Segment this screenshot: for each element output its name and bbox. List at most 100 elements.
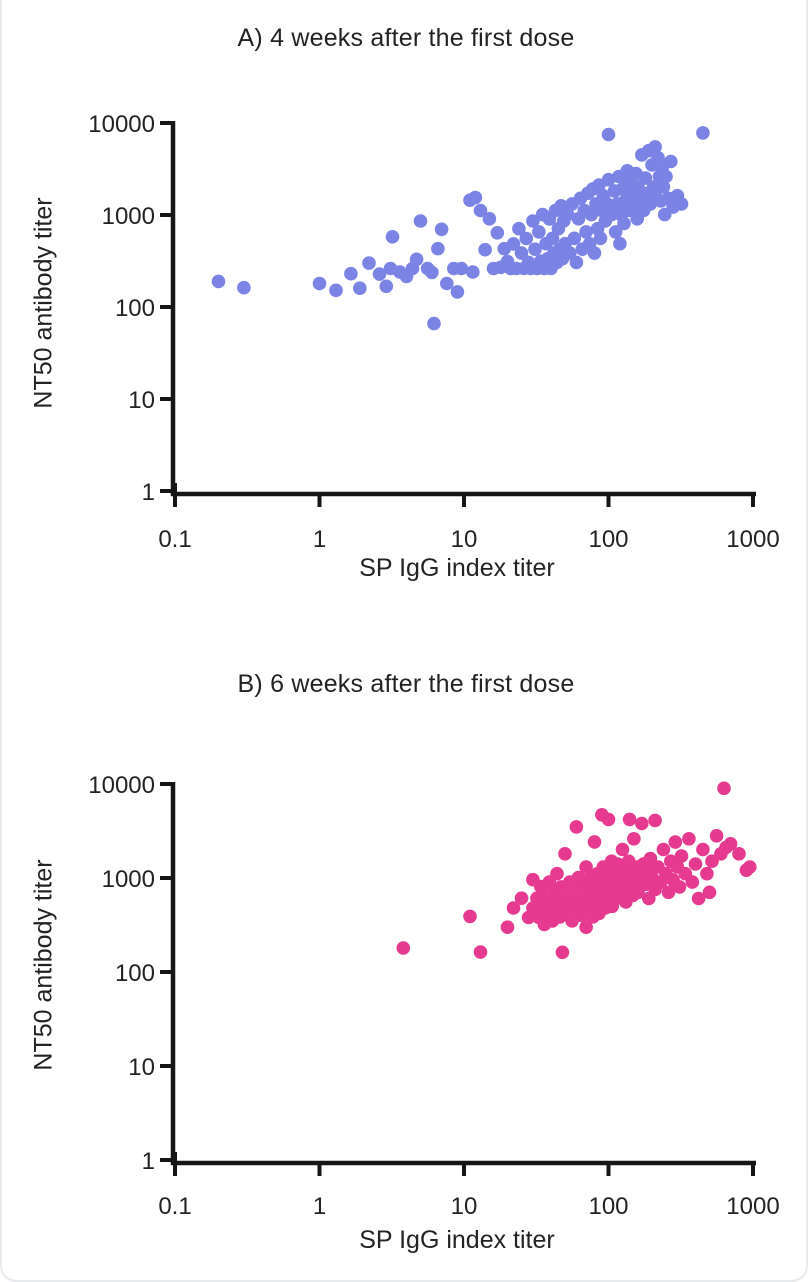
- data-point: [409, 252, 424, 267]
- data-point: [473, 945, 488, 959]
- data-point: [560, 207, 575, 222]
- data-point: [656, 180, 671, 194]
- data-point: [622, 812, 637, 827]
- data-point: [396, 941, 411, 955]
- data-point: [604, 207, 619, 222]
- data-point: [709, 829, 724, 843]
- data-point: [723, 837, 738, 851]
- data-point: [454, 261, 469, 276]
- y-tick-label: 100: [115, 960, 155, 987]
- data-point: [519, 231, 534, 246]
- data-point: [431, 241, 445, 256]
- data-point: [385, 230, 400, 244]
- data-point: [466, 265, 480, 279]
- y-tick-label: 10000: [88, 111, 155, 138]
- x-tick-label: 100: [588, 526, 628, 553]
- data-point: [593, 231, 608, 246]
- y-tick-label: 10: [128, 1054, 155, 1081]
- data-point: [379, 279, 394, 294]
- data-point: [732, 847, 746, 861]
- data-point: [329, 283, 343, 298]
- x-tick-label: 0.1: [158, 526, 191, 553]
- data-point: [638, 171, 653, 185]
- data-point: [668, 835, 683, 849]
- data-point: [717, 781, 731, 796]
- data-point: [615, 842, 630, 857]
- data-point: [705, 854, 719, 868]
- panel-b-title: B) 6 weeks after the first dose: [237, 670, 575, 698]
- x-tick-label: 10: [451, 1193, 478, 1220]
- data-point: [550, 866, 564, 881]
- data-point: [558, 847, 572, 861]
- data-point: [440, 276, 454, 291]
- data-point: [659, 169, 673, 184]
- data-point: [661, 885, 676, 900]
- data-point: [691, 891, 706, 906]
- data-point: [601, 127, 616, 142]
- data-point: [526, 214, 540, 228]
- data-point: [627, 832, 641, 846]
- data-point: [608, 225, 623, 239]
- x-tick-label: 1000: [726, 526, 779, 553]
- data-point: [656, 842, 671, 857]
- x-tick-label: 1000: [726, 1193, 779, 1220]
- y-tick-label: 1: [142, 479, 155, 506]
- data-point: [512, 221, 526, 236]
- data-point: [700, 866, 714, 881]
- data-point: [312, 276, 327, 291]
- y-tick-label: 1000: [102, 866, 155, 893]
- data-point: [425, 265, 439, 280]
- data-point: [646, 180, 661, 194]
- data-point: [674, 197, 689, 211]
- data-point: [569, 255, 584, 270]
- data-point: [514, 891, 529, 905]
- data-point: [579, 860, 593, 874]
- data-point: [211, 274, 226, 289]
- data-point: [237, 280, 251, 295]
- x-tick-label: 1: [313, 1193, 326, 1220]
- data-point: [478, 242, 492, 257]
- data-point: [587, 246, 602, 260]
- data-point: [482, 212, 497, 226]
- data-point: [584, 207, 599, 222]
- data-point: [567, 231, 582, 246]
- data-point: [682, 832, 696, 846]
- panel-a-x-axis-label: SP IgG index titer: [359, 554, 555, 582]
- data-point: [579, 225, 593, 239]
- data-point: [468, 190, 483, 205]
- data-point: [500, 920, 515, 934]
- x-tick-label: 100: [588, 1193, 628, 1220]
- data-point: [696, 842, 710, 857]
- data-point: [579, 920, 593, 934]
- data-point: [353, 281, 367, 296]
- x-tick-label: 0.1: [158, 1193, 191, 1220]
- data-point: [648, 140, 662, 154]
- data-point: [685, 875, 700, 889]
- y-tick-label: 1000: [102, 203, 155, 230]
- data-point: [651, 150, 665, 165]
- panel-b-x-axis-label: SP IgG index titer: [359, 1226, 555, 1254]
- x-tick-label: 1: [313, 526, 326, 553]
- data-point: [600, 197, 614, 211]
- data-point: [555, 945, 570, 960]
- data-point: [434, 222, 449, 237]
- x-tick-label: 10: [451, 526, 478, 553]
- data-point: [702, 885, 717, 900]
- data-point: [490, 226, 505, 240]
- data-point: [672, 880, 687, 894]
- data-point: [514, 246, 529, 260]
- data-point: [696, 126, 710, 140]
- data-point: [427, 316, 441, 331]
- data-point: [450, 285, 465, 299]
- data-point: [506, 901, 521, 915]
- data-point: [463, 909, 477, 924]
- data-point: [688, 857, 703, 871]
- data-point: [674, 849, 689, 863]
- panel-a-y-axis-label: NT50 antibody titer: [29, 197, 58, 409]
- data-point: [473, 203, 488, 218]
- data-point: [648, 813, 662, 828]
